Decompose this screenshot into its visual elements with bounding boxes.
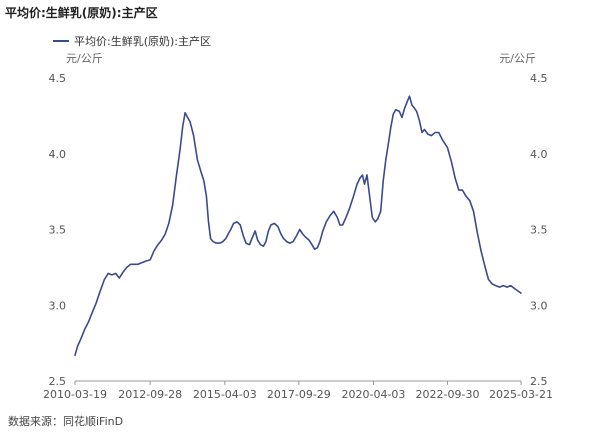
- right-axis-unit: 元/公斤: [499, 52, 536, 65]
- legend-label: 平均价:生鲜乳(原奶):主产区: [74, 35, 211, 48]
- series-line-0: [74, 95, 522, 357]
- y-tick-label-left-3: 4.0: [49, 148, 67, 161]
- y-tick-label-right-2: 3.5: [530, 224, 548, 237]
- chart-title: 平均价:生鲜乳(原奶):主产区: [5, 6, 158, 20]
- left-axis-unit: 元/公斤: [66, 52, 103, 65]
- y-tick-label-left-2: 3.5: [49, 224, 67, 237]
- y-tick-label-left-4: 4.5: [49, 72, 67, 85]
- y-tick-label-left-0: 2.5: [49, 375, 67, 388]
- x-tick-label-3: 2017-09-29: [267, 388, 331, 401]
- x-tick-label-1: 2012-09-28: [118, 388, 182, 401]
- legend-line-swatch: [53, 40, 69, 42]
- data-source: 数据来源：同花顺iFinD: [8, 415, 124, 428]
- x-tick-label-2: 2015-04-03: [193, 388, 257, 401]
- y-tick-label-right-3: 4.0: [530, 148, 548, 161]
- y-tick-label-right-1: 3.0: [530, 299, 548, 312]
- x-tick-label-4: 2020-04-03: [342, 388, 406, 401]
- y-tick-label-left-1: 3.0: [49, 299, 67, 312]
- y-tick-label-right-0: 2.5: [530, 375, 548, 388]
- x-tick-label-0: 2010-03-19: [43, 388, 107, 401]
- x-tick-label-6: 2025-03-21: [489, 388, 553, 401]
- y-tick-label-right-4: 4.5: [530, 72, 548, 85]
- legend[interactable]: 平均价:生鲜乳(原奶):主产区: [53, 33, 211, 49]
- x-tick-label-5: 2022-09-30: [416, 388, 480, 401]
